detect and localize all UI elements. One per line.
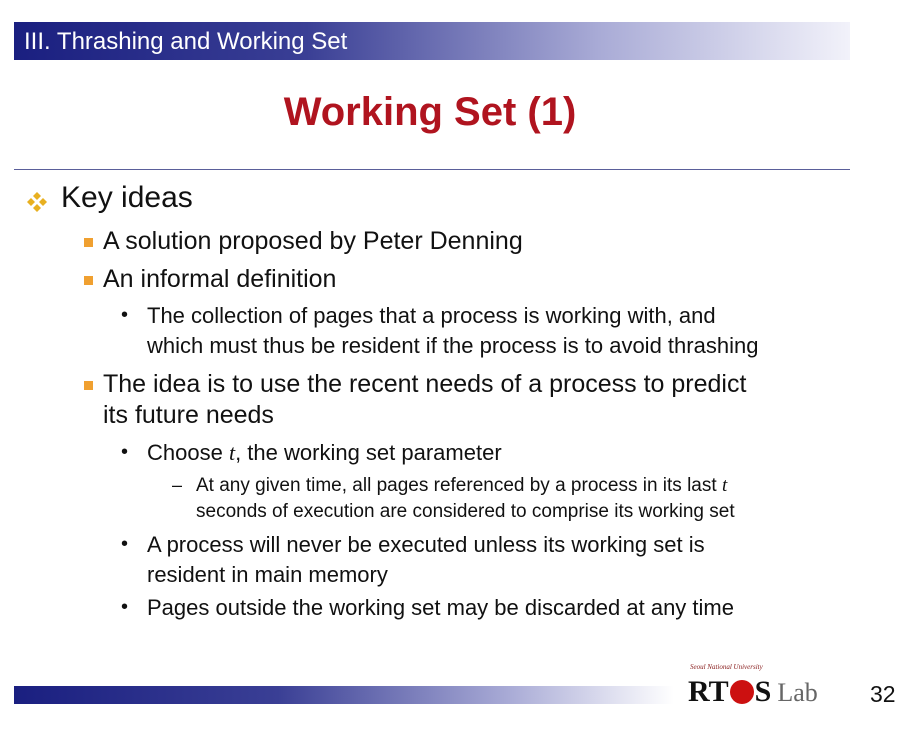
square-bullet-icon: [84, 276, 93, 285]
definition-line-2: which must thus be resident if the proce…: [147, 333, 759, 358]
bullet-informal-definition: An informal definition: [103, 265, 337, 293]
choose-parameter-line: Choose t, the working set parameter: [147, 440, 502, 465]
variable-t: t: [228, 440, 236, 465]
bullet-peter-denning: A solution proposed by Peter Denning: [103, 227, 523, 255]
discarded-line: Pages outside the working set may be dis…: [147, 595, 734, 620]
bullet-idea-line-1: The idea is to use the recent needs of a…: [103, 370, 747, 398]
working-set-def-line-2: seconds of execution are considered to c…: [196, 501, 735, 522]
four-diamond-bullet-icon: [27, 192, 47, 212]
variable-t: t: [721, 475, 728, 496]
logo-red-circle-icon: [729, 680, 754, 704]
working-set-def-line-1: At any given time, all pages referenced …: [196, 475, 728, 496]
never-executed-line-2: resident in main memory: [147, 562, 388, 587]
definition-line-1: The collection of pages that a process i…: [147, 303, 716, 328]
title-divider: [14, 169, 850, 170]
dot-bullet-icon: •: [121, 304, 129, 326]
dash-bullet-icon: –: [172, 475, 183, 495]
rtos-lab-logo: RT S Lab: [688, 675, 818, 708]
section-title: III. Thrashing and Working Set: [24, 28, 348, 55]
dot-bullet-icon: •: [121, 596, 129, 618]
page-number: 32: [870, 681, 896, 707]
square-bullet-icon: [84, 238, 93, 247]
key-ideas-heading: Key ideas: [61, 181, 193, 214]
logo-university-text: Seoul National University: [690, 663, 763, 671]
dot-bullet-icon: •: [121, 441, 129, 463]
section-header-bar: III. Thrashing and Working Set: [14, 22, 850, 60]
bullet-idea-line-2: its future needs: [103, 401, 274, 429]
slide-title: Working Set (1): [283, 90, 577, 134]
square-bullet-icon: [84, 381, 93, 390]
never-executed-line-1: A process will never be executed unless …: [147, 532, 705, 557]
footer-bar: [14, 686, 674, 704]
dot-bullet-icon: •: [121, 533, 129, 555]
